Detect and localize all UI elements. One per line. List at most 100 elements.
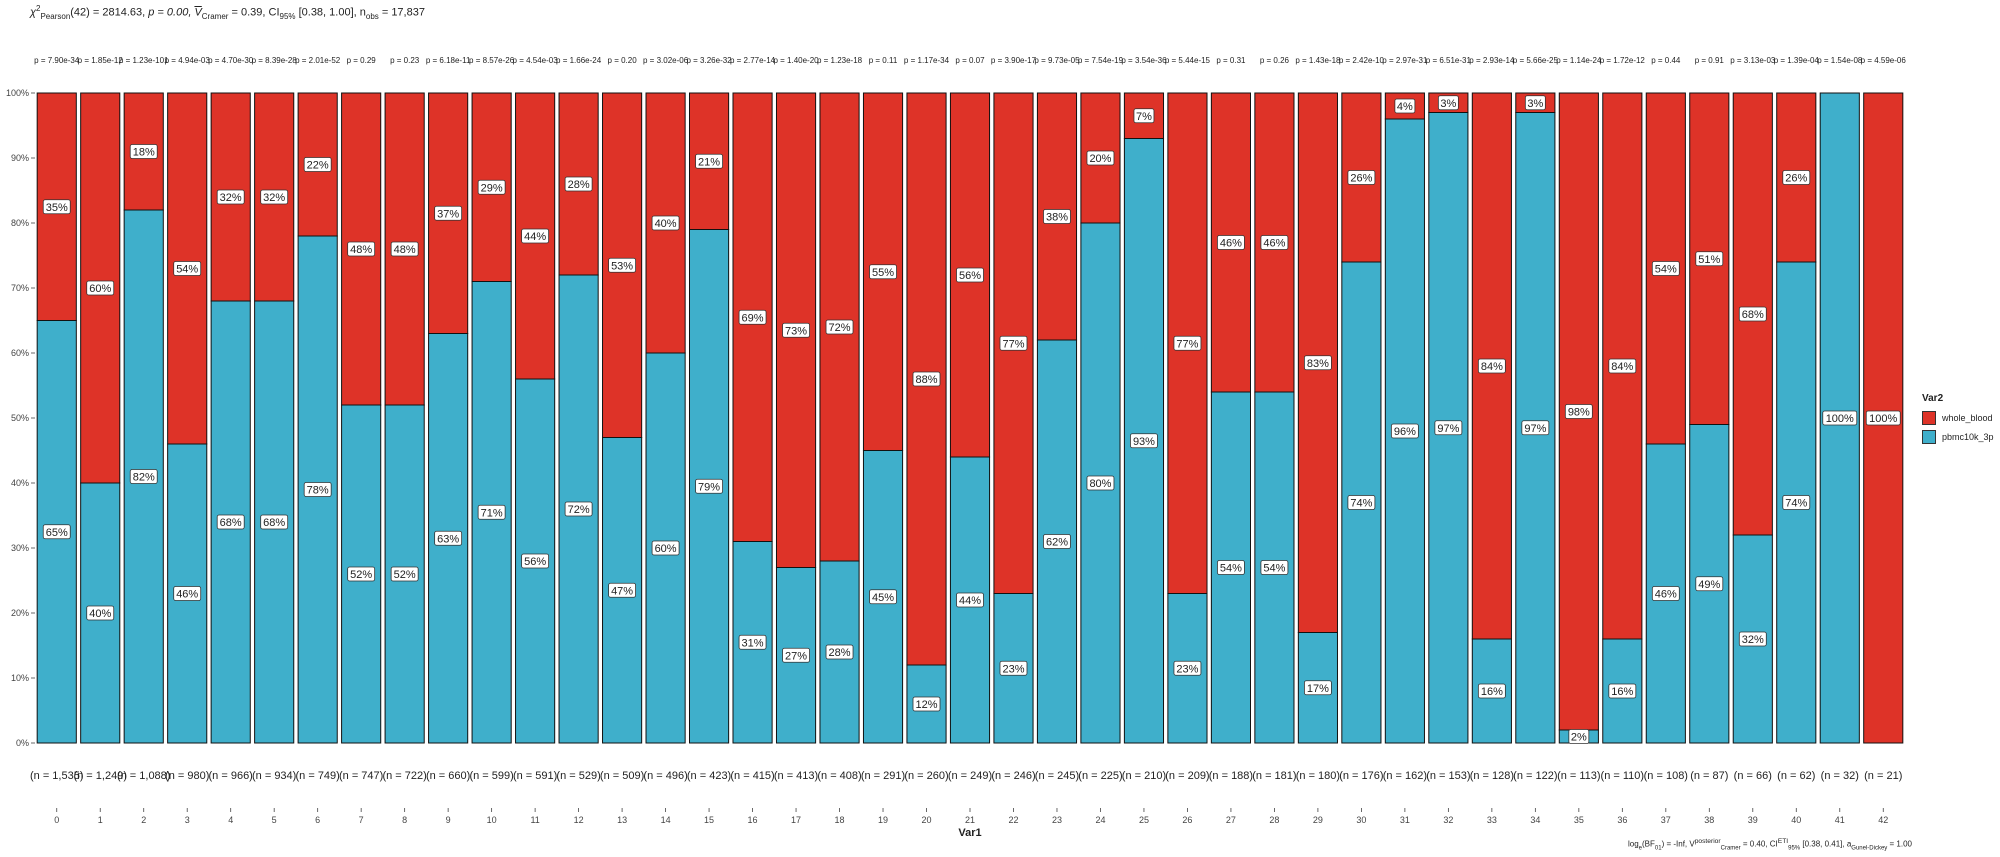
data-label-whole-blood: 48% xyxy=(394,244,416,256)
legend-key-pbmc10k-3p xyxy=(1922,430,1936,444)
data-label-whole-blood-box xyxy=(1738,306,1767,322)
data-label-pbmc10k-3p-box xyxy=(1521,420,1550,436)
data-label-whole-blood-box xyxy=(42,199,71,215)
p-value-label: p = 3.90e-17 xyxy=(991,56,1037,65)
n-count-label: (n = 423) xyxy=(687,770,731,782)
bayes-caption: loge(BF01) = -Inf, VposteriorCramer = 0.… xyxy=(1627,837,1912,851)
data-label-whole-blood-box xyxy=(651,215,680,231)
data-label-whole-blood: 54% xyxy=(1655,264,1677,276)
data-label-whole-blood: 53% xyxy=(611,260,633,272)
data-label-pbmc10k-3p: 45% xyxy=(872,592,894,604)
p-value-label: p = 6.51e-31 xyxy=(1426,56,1472,65)
data-label-whole-blood-box xyxy=(1608,358,1637,374)
data-label-pbmc10k-3p: 16% xyxy=(1611,686,1633,698)
p-value-label: p = 1.14e-24 xyxy=(1556,56,1602,65)
data-label-pbmc10k-3p: 65% xyxy=(46,527,68,539)
y-tick-label: 30% xyxy=(11,543,29,553)
data-label-pbmc10k-3p: 54% xyxy=(1220,563,1242,575)
x-tick-label: 4 xyxy=(228,815,233,825)
n-count-label: (n = 66) xyxy=(1734,770,1772,782)
data-label-whole-blood-box xyxy=(1524,95,1546,111)
data-label-pbmc10k-3p-box xyxy=(521,553,550,569)
data-label-pbmc10k-3p: 60% xyxy=(655,543,677,555)
n-count-label: (n = 21) xyxy=(1864,770,1902,782)
data-label-pbmc10k-3p-box xyxy=(173,586,202,601)
data-label-pbmc10k-3p: 2% xyxy=(1571,732,1587,744)
data-label-pbmc10k-3p-box xyxy=(216,514,245,530)
data-label-pbmc10k-3p: 28% xyxy=(829,647,851,659)
data-label-pbmc10k-3p-box xyxy=(1434,420,1463,436)
data-label-pbmc10k-3p: 40% xyxy=(89,608,111,620)
data-label-pbmc10k-3p-box xyxy=(1173,660,1202,676)
data-label-pbmc10k-3p: 78% xyxy=(307,485,329,497)
x-tick-label: 12 xyxy=(574,815,584,825)
data-label-whole-blood: 37% xyxy=(437,208,459,220)
data-label-whole-blood: 35% xyxy=(46,202,68,214)
data-label-whole-blood: 40% xyxy=(655,218,677,230)
data-label-whole-blood: 3% xyxy=(1527,98,1543,110)
p-value-label: p = 9.73e-05 xyxy=(1034,56,1080,65)
x-tick-label: 28 xyxy=(1269,815,1279,825)
data-label-pbmc10k-3p-box xyxy=(1822,410,1858,426)
data-label-whole-blood: 44% xyxy=(524,231,546,243)
data-label-pbmc10k-3p-box xyxy=(651,540,680,556)
data-label-whole-blood: 20% xyxy=(1089,153,1111,165)
x-tick-label: 16 xyxy=(748,815,758,825)
data-label-whole-blood: 22% xyxy=(307,160,329,172)
data-label-pbmc10k-3p-box xyxy=(260,514,289,530)
x-tick-label: 10 xyxy=(487,815,497,825)
data-label-pbmc10k-3p-box xyxy=(42,524,71,540)
data-label-whole-blood: 29% xyxy=(481,182,503,194)
data-label-pbmc10k-3p-box xyxy=(1130,433,1158,449)
y-tick-label: 50% xyxy=(11,413,29,423)
data-label-pbmc10k-3p-box xyxy=(434,530,463,546)
data-label-whole-blood-box xyxy=(1260,235,1289,250)
n-count-label: (n = 87) xyxy=(1690,770,1728,782)
data-label-whole-blood-box xyxy=(129,144,158,159)
x-tick-label: 23 xyxy=(1052,815,1062,825)
data-label-pbmc10k-3p: 56% xyxy=(524,556,546,568)
data-label-pbmc10k-3p-box xyxy=(1260,560,1289,575)
data-label-whole-blood-box xyxy=(825,319,854,335)
data-label-whole-blood: 100% xyxy=(1869,413,1897,425)
p-value-label: p = 1.23e-18 xyxy=(817,56,863,65)
data-label-pbmc10k-3p-box xyxy=(1477,683,1506,699)
data-label-pbmc10k-3p: 82% xyxy=(133,472,155,484)
p-value-label: p = 1.85e-12 xyxy=(78,56,124,65)
p-value-label: p = 0.11 xyxy=(869,56,898,65)
n-count-label: (n = 32) xyxy=(1821,770,1859,782)
x-tick-label: 38 xyxy=(1704,815,1714,825)
data-label-whole-blood-box xyxy=(956,267,984,283)
n-count-label: (n = 122) xyxy=(1513,770,1557,782)
x-tick-label: 27 xyxy=(1226,815,1236,825)
data-label-whole-blood-box xyxy=(1477,358,1506,374)
n-count-label: (n = 599) xyxy=(469,770,513,782)
data-label-whole-blood-box xyxy=(1437,95,1459,111)
data-label-whole-blood-box xyxy=(1304,355,1332,371)
data-label-pbmc10k-3p: 97% xyxy=(1524,423,1546,435)
n-count-label: (n = 225) xyxy=(1078,770,1122,782)
y-tick-label: 40% xyxy=(11,478,29,488)
p-value-label: p = 0.29 xyxy=(347,56,377,65)
data-label-whole-blood: 83% xyxy=(1307,358,1329,370)
data-label-pbmc10k-3p: 49% xyxy=(1698,579,1720,591)
p-value-label: p = 3.26e-32 xyxy=(686,56,732,65)
data-label-pbmc10k-3p-box xyxy=(1695,576,1724,592)
p-value-label: p = 2.93e-14 xyxy=(1469,56,1515,65)
n-count-label: (n = 966) xyxy=(209,770,253,782)
p-value-label: p = 1.72e-12 xyxy=(1600,56,1646,65)
x-tick-label: 40 xyxy=(1791,815,1801,825)
y-tick-label: 60% xyxy=(11,348,29,358)
data-label-whole-blood: 7% xyxy=(1136,111,1152,123)
data-label-whole-blood: 21% xyxy=(698,156,720,168)
p-value-label: p = 4.70e-30 xyxy=(208,56,254,65)
p-value-label: p = 2.77e-14 xyxy=(730,56,776,65)
n-count-label: (n = 1,249) xyxy=(73,770,127,782)
data-label-whole-blood: 72% xyxy=(829,322,851,334)
data-label-whole-blood-box xyxy=(1564,404,1593,419)
data-label-whole-blood: 88% xyxy=(915,374,937,386)
data-label-whole-blood-box xyxy=(912,371,941,387)
data-label-whole-blood-box xyxy=(216,189,245,205)
data-label-pbmc10k-3p: 23% xyxy=(1002,663,1024,675)
legend-title: Var2 xyxy=(1922,393,1944,404)
